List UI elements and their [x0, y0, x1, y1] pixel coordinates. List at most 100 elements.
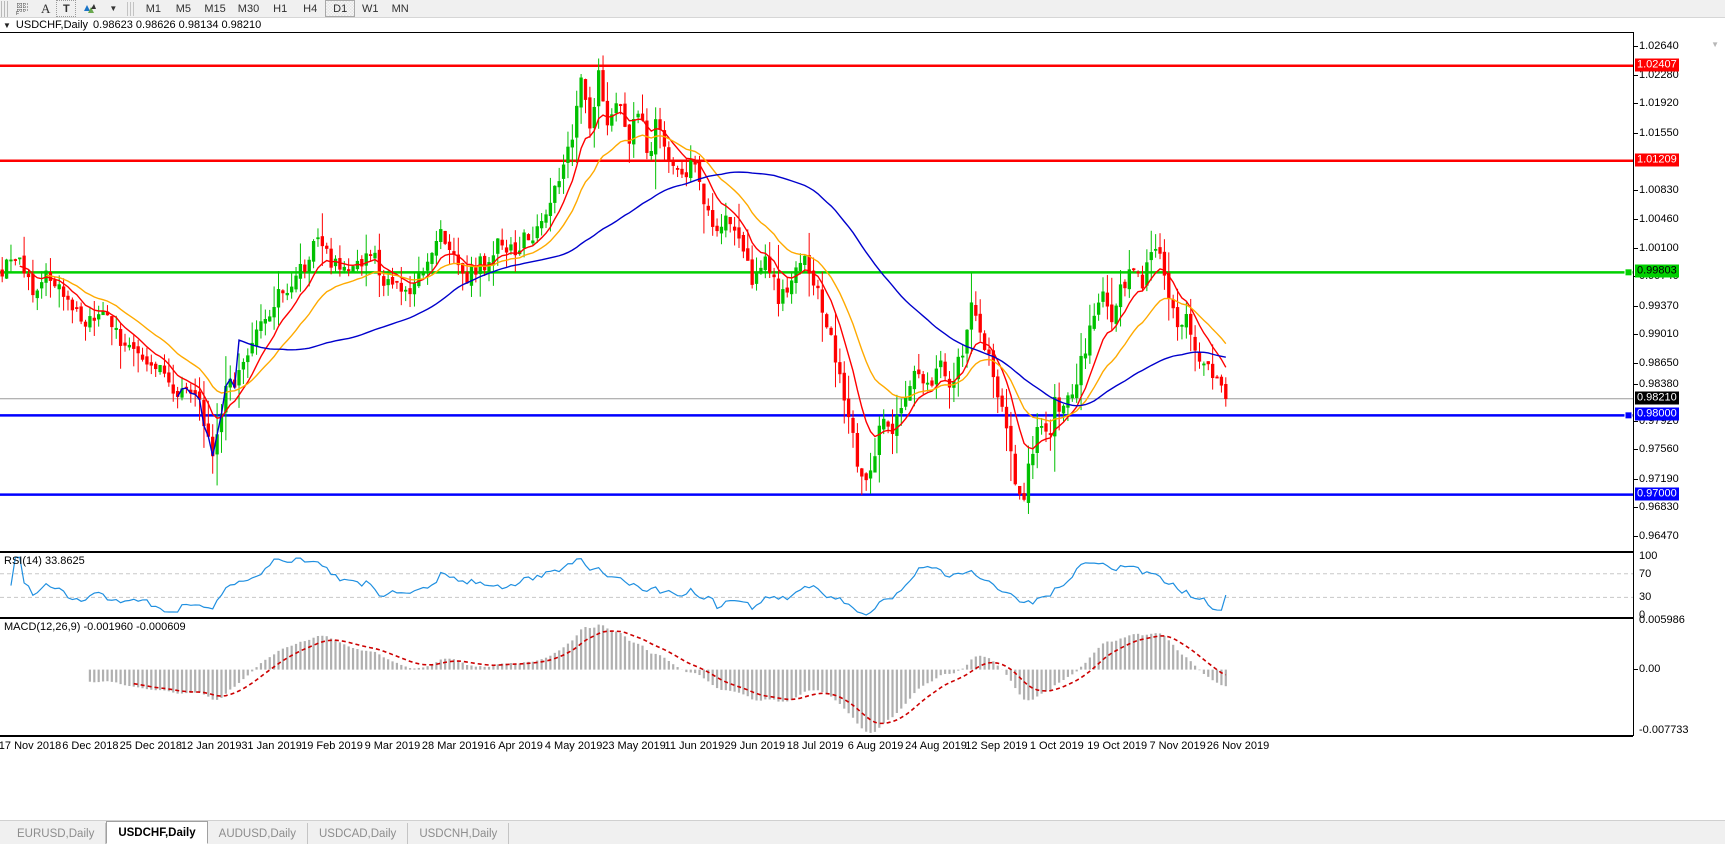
- rsi-label: RSI(14) 33.8625: [4, 555, 85, 567]
- tab-usdcnh-daily[interactable]: USDCNH,Daily: [408, 823, 510, 844]
- toolbar-separator: [127, 1, 135, 16]
- rsi-pane[interactable]: RSI(14) 33.8625: [0, 552, 1633, 618]
- scroll-up-caret-icon[interactable]: ▼: [1711, 40, 1719, 49]
- symbol-header: ▼ USDCHF,Daily 0.98623 0.98626 0.98134 0…: [0, 18, 1725, 32]
- objects-glyph: [84, 3, 97, 13]
- price-pane[interactable]: [0, 32, 1633, 552]
- price-tick: [1634, 74, 1638, 76]
- date-tick-label: 12 Jan 2019: [180, 740, 242, 752]
- price-tick-label: 0.96830: [1639, 501, 1679, 514]
- text-tool-icon[interactable]: A: [41, 0, 51, 16]
- price-tick-label: 1.02280: [1639, 68, 1679, 81]
- price-tick-label: 0.98380: [1639, 378, 1679, 391]
- price-tick: [1634, 384, 1638, 386]
- tab-usdcad-daily[interactable]: USDCAD,Daily: [308, 823, 409, 844]
- timeframe-w1[interactable]: W1: [361, 2, 379, 15]
- macd-tick-label: -0.007733: [1639, 724, 1689, 736]
- date-tick-label: 24 Aug 2019: [905, 740, 967, 752]
- price-tick-label: 1.01920: [1639, 97, 1679, 110]
- price-tick-label: 0.99370: [1639, 299, 1679, 312]
- price-level-label[interactable]: 0.99803: [1635, 264, 1679, 278]
- date-tick-label: 16 Apr 2019: [483, 740, 543, 752]
- timeframe-m5[interactable]: M5: [175, 2, 192, 15]
- main-toolbar: F A T ▼ M1 M5 M15 M30 H1 H4 D1 W1 MN: [0, 0, 1725, 18]
- price-tick: [1634, 46, 1638, 48]
- macd-pane[interactable]: MACD(12,26,9) -0.001960 -0.000609: [0, 618, 1633, 736]
- symbol-ohlc: 0.98623 0.98626 0.98134 0.98210: [93, 19, 262, 31]
- price-level-label[interactable]: 1.02407: [1635, 58, 1679, 72]
- date-tick-label: 6 Aug 2019: [847, 740, 904, 752]
- date-axis[interactable]: 17 Nov 2018 6 Dec 2018 25 Dec 2018 12 Jan 2…: [0, 736, 1633, 756]
- svg-text:F: F: [16, 11, 19, 15]
- price-tick: [1634, 247, 1638, 249]
- price-axis[interactable]: 1.02640 1.02280 1.01920 1.01550 1.00830 1.004…: [1633, 32, 1725, 552]
- macd-axis[interactable]: 0.005986 0.00 -0.007733: [1633, 614, 1725, 736]
- tab-usdchf-daily[interactable]: USDCHF,Daily: [106, 821, 208, 844]
- price-tick: [1634, 305, 1638, 307]
- date-tick-label: 12 Sep 2019: [965, 740, 1028, 752]
- macd-tick: [1634, 668, 1638, 670]
- date-tick-label: 19 Oct 2019: [1087, 740, 1148, 752]
- toolbar-dropdown-caret-icon[interactable]: ▼: [109, 4, 118, 13]
- chart-menu-caret-icon[interactable]: ▼: [3, 20, 11, 30]
- date-tick-label: 7 Nov 2019: [1149, 740, 1206, 752]
- crosshair-icon[interactable]: F: [10, 0, 35, 17]
- price-tick-label: 1.02640: [1639, 40, 1679, 53]
- price-tick-label: 0.99010: [1639, 328, 1679, 341]
- date-tick-label: 26 Nov 2019: [1206, 740, 1270, 752]
- price-plot[interactable]: [0, 33, 1633, 551]
- crosshair-glyph: F: [16, 3, 28, 15]
- price-level-label[interactable]: 1.01209: [1635, 153, 1679, 167]
- price-level-label[interactable]: 0.97000: [1635, 487, 1679, 501]
- timeframe-m15[interactable]: M15: [204, 2, 226, 15]
- macd-plot[interactable]: [0, 619, 1633, 735]
- timeframe-mn[interactable]: MN: [391, 2, 409, 15]
- rsi-tick-label: 30: [1639, 591, 1652, 604]
- price-level-label[interactable]: 0.98000: [1635, 407, 1679, 421]
- chart-area[interactable]: ▼ USDCHF,Daily 0.98623 0.98626 0.98134 0…: [0, 18, 1725, 820]
- price-tick-label: 1.00100: [1639, 241, 1679, 254]
- timeframe-d1[interactable]: D1: [325, 0, 356, 17]
- date-tick-label: 17 Nov 2018: [0, 740, 62, 752]
- price-tick-label: 0.96470: [1639, 529, 1679, 542]
- timeframe-m30[interactable]: M30: [237, 2, 260, 15]
- macd-tick-label: 0.005986: [1639, 614, 1685, 626]
- price-tick: [1634, 334, 1638, 336]
- price-tick-label: 0.98650: [1639, 356, 1679, 369]
- date-tick-label: 6 Dec 2018: [62, 740, 119, 752]
- date-tick-label: 18 Jul 2019: [786, 740, 844, 752]
- price-tick: [1634, 219, 1638, 221]
- date-tick-label: 31 Jan 2019: [241, 740, 302, 752]
- price-tick-label: 0.97560: [1639, 443, 1679, 456]
- objects-icon[interactable]: [76, 0, 103, 17]
- price-level-label[interactable]: 0.98210: [1635, 391, 1679, 405]
- tab-eurusd-daily[interactable]: EURUSD,Daily: [6, 823, 107, 844]
- price-tick-label: 1.00460: [1639, 213, 1679, 226]
- rsi-plot[interactable]: [0, 553, 1633, 617]
- symbol-title: USDCHF,Daily: [15, 19, 89, 31]
- date-tick-label: 1 Oct 2019: [1029, 740, 1084, 752]
- text-label-icon[interactable]: T: [56, 0, 77, 17]
- date-tick-label: 25 Dec 2018: [119, 740, 182, 752]
- price-tick-label: 0.97190: [1639, 472, 1679, 485]
- price-tick-label: 1.00830: [1639, 183, 1679, 196]
- rsi-tick-label: 70: [1639, 567, 1652, 580]
- price-tick: [1634, 103, 1638, 105]
- timeframe-m1[interactable]: M1: [145, 2, 162, 15]
- timeframe-h4[interactable]: H4: [303, 2, 318, 15]
- price-tick-label: 1.01550: [1639, 126, 1679, 139]
- price-tick: [1634, 420, 1638, 422]
- date-tick-label: 28 Mar 2019: [421, 740, 484, 752]
- tab-audusd-daily[interactable]: AUDUSD,Daily: [208, 823, 308, 844]
- rsi-axis[interactable]: 100 70 30 0: [1633, 550, 1725, 621]
- toolbar-grip[interactable]: [1, 0, 8, 17]
- price-tick: [1634, 189, 1638, 191]
- date-tick-label: 9 Mar 2019: [364, 740, 421, 752]
- date-tick-label: 23 May 2019: [602, 740, 666, 752]
- date-tick-label: 4 May 2019: [544, 740, 603, 752]
- date-tick-label: 29 Jun 2019: [724, 740, 786, 752]
- price-tick: [1634, 449, 1638, 451]
- macd-tick-label: 0.00: [1639, 662, 1661, 675]
- timeframe-h1[interactable]: H1: [273, 2, 288, 15]
